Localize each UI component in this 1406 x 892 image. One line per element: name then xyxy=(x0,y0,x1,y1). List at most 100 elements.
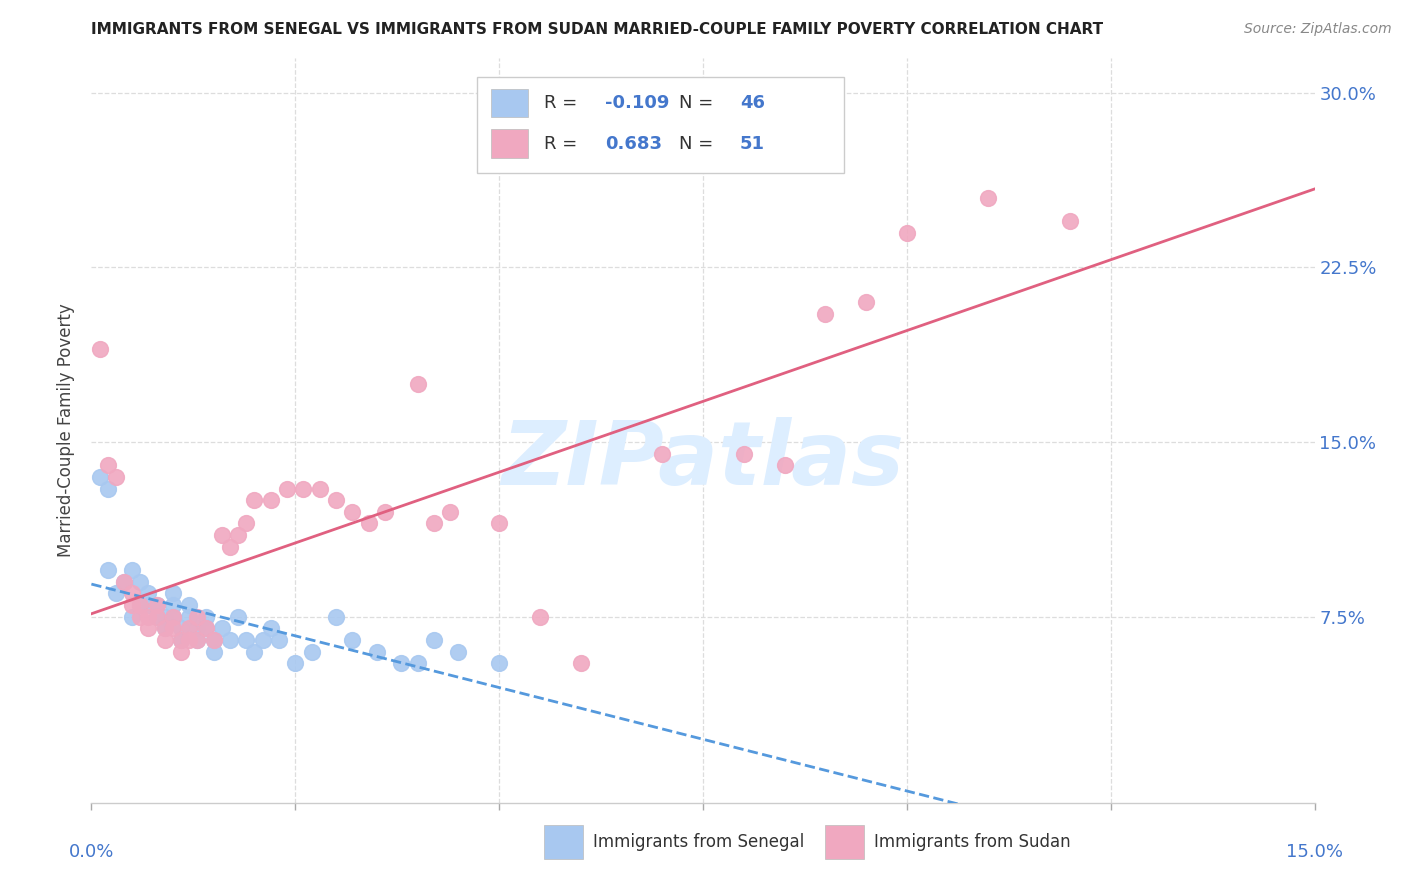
Point xyxy=(179,609,201,624)
Point xyxy=(896,226,918,240)
Point xyxy=(325,493,347,508)
Point xyxy=(357,516,380,531)
FancyBboxPatch shape xyxy=(477,77,844,173)
Text: 0.683: 0.683 xyxy=(605,135,662,153)
Point xyxy=(162,609,184,624)
Point xyxy=(145,609,167,624)
Point xyxy=(406,656,429,670)
Point xyxy=(89,470,111,484)
Text: R =: R = xyxy=(544,135,583,153)
Point xyxy=(488,656,510,670)
Point xyxy=(129,574,152,589)
Bar xyxy=(825,825,865,859)
Point xyxy=(129,598,152,612)
Point xyxy=(267,632,290,647)
Point xyxy=(374,505,396,519)
Point xyxy=(814,307,837,321)
Point xyxy=(138,609,160,624)
Text: 15.0%: 15.0% xyxy=(1286,843,1343,861)
Point xyxy=(325,609,347,624)
Point xyxy=(186,609,208,624)
Point xyxy=(211,528,233,542)
Point xyxy=(179,621,201,635)
Text: 51: 51 xyxy=(740,135,765,153)
Point xyxy=(252,632,274,647)
Point xyxy=(447,644,470,658)
Point xyxy=(121,586,143,600)
Point xyxy=(145,609,167,624)
Point xyxy=(112,574,135,589)
Point xyxy=(342,632,364,647)
Point xyxy=(162,609,184,624)
Point xyxy=(211,621,233,635)
Point xyxy=(569,656,592,670)
Text: Immigrants from Senegal: Immigrants from Senegal xyxy=(593,832,804,851)
Point xyxy=(855,295,877,310)
Point xyxy=(235,516,257,531)
Point xyxy=(138,586,160,600)
Point xyxy=(153,621,176,635)
Text: N =: N = xyxy=(679,94,718,112)
Bar xyxy=(544,825,583,859)
Point xyxy=(170,644,193,658)
Point xyxy=(179,632,201,647)
Point xyxy=(773,458,796,473)
Point xyxy=(153,632,176,647)
Point xyxy=(488,516,510,531)
Text: 46: 46 xyxy=(740,94,765,112)
Point xyxy=(104,470,127,484)
Point xyxy=(366,644,388,658)
Point xyxy=(162,586,184,600)
Point xyxy=(260,621,283,635)
Point xyxy=(129,598,152,612)
Text: -0.109: -0.109 xyxy=(605,94,669,112)
Point xyxy=(284,656,307,670)
Point xyxy=(202,632,225,647)
Point xyxy=(260,493,283,508)
Point xyxy=(243,644,266,658)
Point xyxy=(89,342,111,356)
Point xyxy=(97,563,120,577)
Point xyxy=(529,609,551,624)
Point xyxy=(186,632,208,647)
Point xyxy=(301,644,323,658)
Point xyxy=(406,376,429,391)
Point xyxy=(276,482,298,496)
Point xyxy=(194,621,217,635)
Point xyxy=(194,609,217,624)
Point xyxy=(733,447,755,461)
Text: IMMIGRANTS FROM SENEGAL VS IMMIGRANTS FROM SUDAN MARRIED-COUPLE FAMILY POVERTY C: IMMIGRANTS FROM SENEGAL VS IMMIGRANTS FR… xyxy=(91,22,1104,37)
Point xyxy=(153,621,176,635)
Point xyxy=(104,586,127,600)
Point xyxy=(186,632,208,647)
Point xyxy=(138,598,160,612)
Point xyxy=(145,598,167,612)
Point xyxy=(112,574,135,589)
Point xyxy=(423,516,446,531)
Point xyxy=(138,621,160,635)
Text: Immigrants from Sudan: Immigrants from Sudan xyxy=(875,832,1071,851)
Text: R =: R = xyxy=(544,94,583,112)
Point xyxy=(162,621,184,635)
Point xyxy=(202,644,225,658)
Point xyxy=(243,493,266,508)
Point xyxy=(170,632,193,647)
Point xyxy=(194,621,217,635)
Point xyxy=(186,621,208,635)
Point xyxy=(292,482,315,496)
Point xyxy=(389,656,412,670)
Point xyxy=(153,609,176,624)
Point xyxy=(179,598,201,612)
Point xyxy=(226,528,249,542)
Point xyxy=(1059,214,1081,228)
Point xyxy=(170,632,193,647)
Bar xyxy=(491,88,529,117)
Point xyxy=(342,505,364,519)
Point xyxy=(423,632,446,647)
Point xyxy=(651,447,673,461)
Point xyxy=(97,458,120,473)
Point xyxy=(170,621,193,635)
Y-axis label: Married-Couple Family Poverty: Married-Couple Family Poverty xyxy=(58,303,76,558)
Point xyxy=(162,598,184,612)
Point xyxy=(226,609,249,624)
